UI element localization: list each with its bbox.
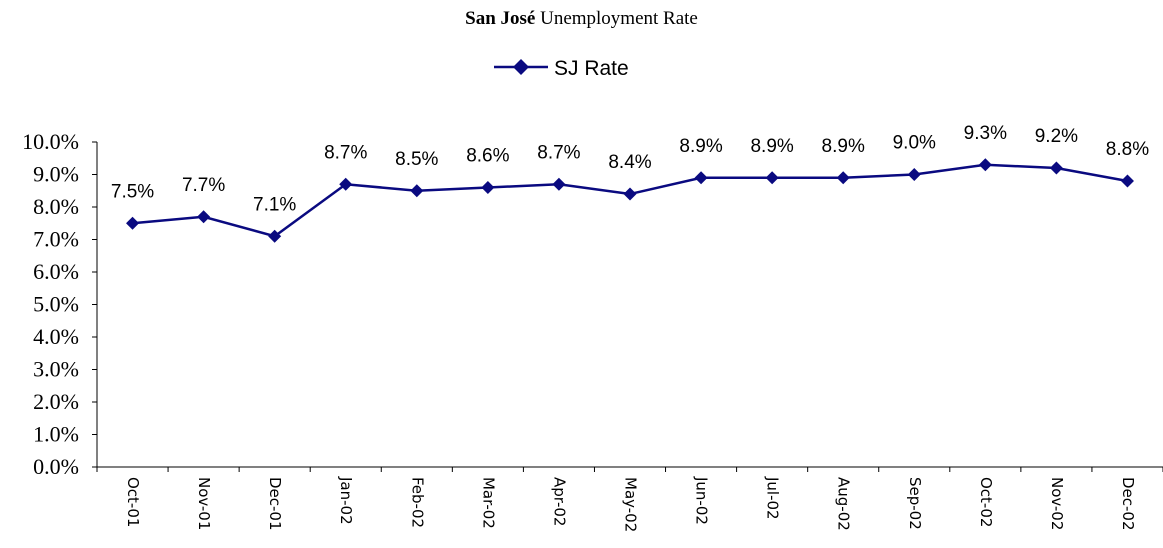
x-tick-label: Feb-02 <box>408 477 426 528</box>
data-label: 9.0% <box>893 133 936 154</box>
y-tick-label: 1.0% <box>33 422 79 447</box>
x-tick-label: Mar-02 <box>479 477 497 529</box>
data-point-marker <box>978 158 992 172</box>
x-axis-ticks: Oct-01 Nov-01 Dec-01 Jan-02 Feb-02 Mar-02 Apr-… <box>96 467 1163 532</box>
data-point-marker <box>410 184 424 198</box>
data-point-marker <box>197 210 211 224</box>
x-tick-label: Dec-02 <box>1119 477 1137 531</box>
data-point-marker <box>623 187 637 201</box>
x-tick-label: Jan-02 <box>337 476 355 525</box>
data-label: 8.7% <box>324 142 367 163</box>
data-point-marker <box>268 229 282 243</box>
data-point-marker <box>339 177 353 191</box>
data-label: 8.9% <box>822 136 865 157</box>
data-point-marker <box>694 171 708 185</box>
y-tick-label: 3.0% <box>33 357 79 382</box>
data-label: 8.5% <box>395 149 438 170</box>
data-label: 7.1% <box>253 194 296 215</box>
x-tick-label: Dec-01 <box>266 477 284 531</box>
data-point-marker <box>1120 174 1134 188</box>
data-labels: 7.5% 7.7% 7.1% 8.7% 8.5% 8.6% 8.7% 8.4% 8.9% 8.9%… <box>111 123 1149 216</box>
data-point-marker <box>907 168 921 181</box>
x-tick-label: Apr-02 <box>550 477 568 527</box>
data-label: 9.3% <box>964 123 1007 144</box>
y-tick-label: 2.0% <box>33 389 79 414</box>
x-tick-label: Nov-01 <box>195 477 213 530</box>
legend-label: SJ Rate <box>554 57 629 80</box>
data-label: 8.9% <box>679 136 722 157</box>
x-tick-label: Aug-02 <box>835 477 853 531</box>
data-label: 7.5% <box>111 181 154 202</box>
x-tick-label: Oct-01 <box>124 477 142 527</box>
data-label: 9.2% <box>1035 126 1078 147</box>
chart-title: San José Unemployment Rate <box>0 8 1163 30</box>
data-label: 8.7% <box>537 142 580 163</box>
data-label: 8.6% <box>466 146 509 167</box>
data-point-marker <box>1049 161 1063 175</box>
data-point-marker <box>552 177 566 191</box>
chart-title-bold: San José <box>465 8 536 29</box>
legend-diamond-icon <box>513 59 529 75</box>
data-point-marker <box>765 171 779 185</box>
chart-title-rest: Unemployment Rate <box>540 8 698 29</box>
data-label: 8.8% <box>1106 139 1149 160</box>
y-tick-label: 9.0% <box>33 162 79 187</box>
y-tick-label: 5.0% <box>33 292 79 317</box>
x-tick-label: May-02 <box>622 477 640 532</box>
y-tick-label: 6.0% <box>33 259 79 284</box>
x-tick-label: Jul-02 <box>764 476 782 520</box>
y-tick-label: 7.0% <box>33 227 79 252</box>
data-point-marker <box>126 216 140 230</box>
legend: SJ Rate <box>494 57 629 80</box>
y-tick-label: 0.0% <box>33 454 79 479</box>
y-tick-label: 8.0% <box>33 194 79 219</box>
series-sj-rate <box>126 158 1134 243</box>
data-point-marker <box>836 171 850 185</box>
y-tick-label: 10.0% <box>22 129 79 154</box>
data-label: 8.4% <box>608 152 651 173</box>
data-label: 7.7% <box>182 175 225 196</box>
data-label: 8.9% <box>750 136 793 157</box>
x-tick-label: Oct-02 <box>977 477 995 527</box>
y-axis-ticks: 0.0% 1.0% 2.0% 3.0% 4.0% 5.0% 6.0% 7.0% 8.0% 9.0%… <box>22 129 97 479</box>
data-point-marker <box>481 181 495 194</box>
x-tick-label: Jun-02 <box>693 476 711 525</box>
y-tick-label: 4.0% <box>33 324 79 349</box>
x-tick-label: Nov-02 <box>1048 477 1066 530</box>
x-tick-label: Sep-02 <box>906 477 924 530</box>
